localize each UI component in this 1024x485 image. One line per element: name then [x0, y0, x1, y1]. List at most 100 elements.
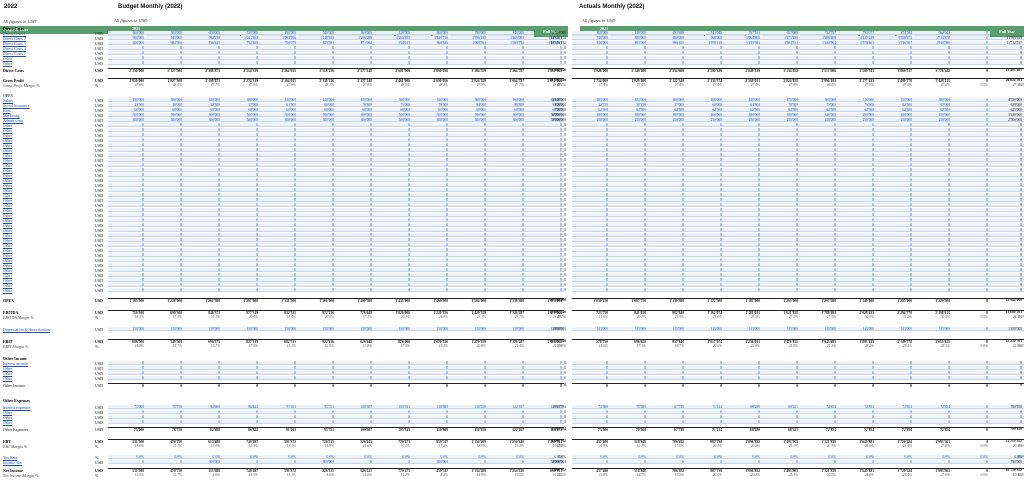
actuals-cell[interactable]: 0: [572, 163, 610, 167]
actuals-cell[interactable]: 0: [914, 158, 952, 162]
budget-cell[interactable]: 0: [108, 158, 146, 162]
budget-cell[interactable]: 0: [412, 168, 450, 172]
row-label[interactable]: Other: [3, 177, 13, 183]
actuals-cell[interactable]: 0: [762, 263, 800, 267]
actuals-cell[interactable]: 0: [990, 118, 1024, 122]
actuals-cell[interactable]: 0: [914, 123, 952, 127]
actuals-cell[interactable]: 0: [990, 213, 1024, 217]
actuals-cell[interactable]: 0: [952, 420, 990, 424]
actuals-cell[interactable]: 0: [648, 420, 686, 424]
actuals-cell[interactable]: 0: [990, 98, 1024, 102]
actuals-cell[interactable]: 145'000: [572, 327, 610, 331]
actuals-cell[interactable]: 0: [724, 288, 762, 292]
actuals-cell[interactable]: 0: [686, 183, 724, 187]
budget-cell[interactable]: 0: [222, 218, 260, 222]
actuals-cell[interactable]: 0: [990, 103, 1024, 107]
actuals-cell[interactable]: 722'787: [800, 31, 838, 35]
actuals-cell[interactable]: 0: [876, 148, 914, 152]
actuals-cell[interactable]: 0: [686, 258, 724, 262]
budget-cell[interactable]: 871'062: [336, 41, 374, 45]
budget-cell[interactable]: 560'000: [450, 98, 488, 102]
actuals-cell[interactable]: 0: [610, 268, 648, 272]
budget-cell[interactable]: 0: [298, 138, 336, 142]
actuals-cell[interactable]: 0: [762, 213, 800, 217]
budget-cell[interactable]: 0: [488, 46, 526, 50]
row-label[interactable]: Other: [3, 247, 13, 253]
budget-cell[interactable]: 480'000: [260, 31, 298, 35]
row-label[interactable]: Other: [3, 55, 13, 61]
actuals-cell[interactable]: 0: [762, 148, 800, 152]
actuals-cell[interactable]: 0: [838, 460, 876, 464]
actuals-cell[interactable]: 448'000: [610, 31, 648, 35]
budget-cell[interactable]: 0: [412, 228, 450, 232]
budget-cell[interactable]: 88'500: [488, 103, 526, 107]
budget-cell[interactable]: 0: [222, 178, 260, 182]
budget-cell[interactable]: 0: [488, 158, 526, 162]
budget-cell[interactable]: 500'000: [488, 113, 526, 117]
actuals-cell[interactable]: 550'000: [876, 98, 914, 102]
budget-cell[interactable]: 0: [450, 183, 488, 187]
actuals-cell[interactable]: 0: [914, 173, 952, 177]
actuals-cell[interactable]: 0: [990, 153, 1024, 157]
actuals-cell[interactable]: 0: [990, 228, 1024, 232]
actuals-cell[interactable]: 0: [838, 123, 876, 127]
budget-cell[interactable]: 60'000: [222, 108, 260, 112]
budget-cell[interactable]: 500'000: [412, 113, 450, 117]
actuals-cell[interactable]: 0: [952, 223, 990, 227]
actuals-cell[interactable]: 0: [572, 410, 610, 414]
actuals-cell[interactable]: 0: [762, 61, 800, 65]
actuals-cell[interactable]: 0: [762, 178, 800, 182]
budget-cell[interactable]: 0: [412, 253, 450, 257]
actuals-cell[interactable]: 0: [762, 193, 800, 197]
budget-cell[interactable]: 0: [488, 253, 526, 257]
actuals-cell[interactable]: 0: [876, 263, 914, 267]
budget-cell[interactable]: 0: [336, 361, 374, 365]
actuals-cell[interactable]: 0: [876, 51, 914, 55]
actuals-cell[interactable]: 0: [648, 128, 686, 132]
actuals-cell[interactable]: 0: [800, 198, 838, 202]
budget-cell[interactable]: 0: [488, 143, 526, 147]
budget-cell[interactable]: 0: [108, 203, 146, 207]
budget-cell[interactable]: 0: [374, 248, 412, 252]
actuals-cell[interactable]: 0: [876, 218, 914, 222]
budget-cell[interactable]: 0: [260, 208, 298, 212]
row-label[interactable]: Income Tax: [3, 459, 22, 465]
budget-cell[interactable]: 0: [374, 283, 412, 287]
actuals-cell[interactable]: 0: [762, 143, 800, 147]
budget-cell[interactable]: 43'500: [108, 103, 146, 107]
budget-cell[interactable]: 0: [450, 178, 488, 182]
actuals-cell[interactable]: 320'000: [800, 113, 838, 117]
actuals-cell[interactable]: 72'854: [914, 405, 952, 409]
budget-cell[interactable]: 0: [222, 233, 260, 237]
actuals-cell[interactable]: 0: [762, 288, 800, 292]
budget-cell[interactable]: 0: [488, 56, 526, 60]
actuals-cell[interactable]: 0: [914, 133, 952, 137]
budget-cell[interactable]: 500'000: [184, 113, 222, 117]
budget-cell[interactable]: 0: [336, 158, 374, 162]
actuals-cell[interactable]: 0: [572, 268, 610, 272]
actuals-cell[interactable]: 0: [610, 223, 648, 227]
actuals-cell[interactable]: 0: [952, 253, 990, 257]
actuals-cell[interactable]: 0: [610, 460, 648, 464]
budget-cell[interactable]: 380'000: [222, 98, 260, 102]
actuals-cell[interactable]: 68'221: [762, 405, 800, 409]
budget-cell[interactable]: 0: [450, 193, 488, 197]
budget-cell[interactable]: 0: [374, 148, 412, 152]
budget-cell[interactable]: 0: [336, 168, 374, 172]
budget-cell[interactable]: 0: [108, 188, 146, 192]
budget-cell[interactable]: 0: [298, 123, 336, 127]
actuals-cell[interactable]: 0: [648, 223, 686, 227]
actuals-cell[interactable]: 0: [648, 238, 686, 242]
actuals-cell[interactable]: 62'500: [572, 108, 610, 112]
actuals-cell[interactable]: 0: [838, 163, 876, 167]
actuals-cell[interactable]: 0: [686, 238, 724, 242]
budget-cell[interactable]: 0: [450, 158, 488, 162]
actuals-cell[interactable]: 0: [724, 228, 762, 232]
budget-cell[interactable]: 0: [336, 183, 374, 187]
budget-cell[interactable]: 0: [146, 253, 184, 257]
actuals-cell[interactable]: 0: [610, 61, 648, 65]
actuals-cell[interactable]: 0: [838, 188, 876, 192]
budget-cell[interactable]: 0: [108, 233, 146, 237]
actuals-cell[interactable]: 0: [990, 415, 1024, 419]
budget-cell[interactable]: 0: [222, 376, 260, 380]
